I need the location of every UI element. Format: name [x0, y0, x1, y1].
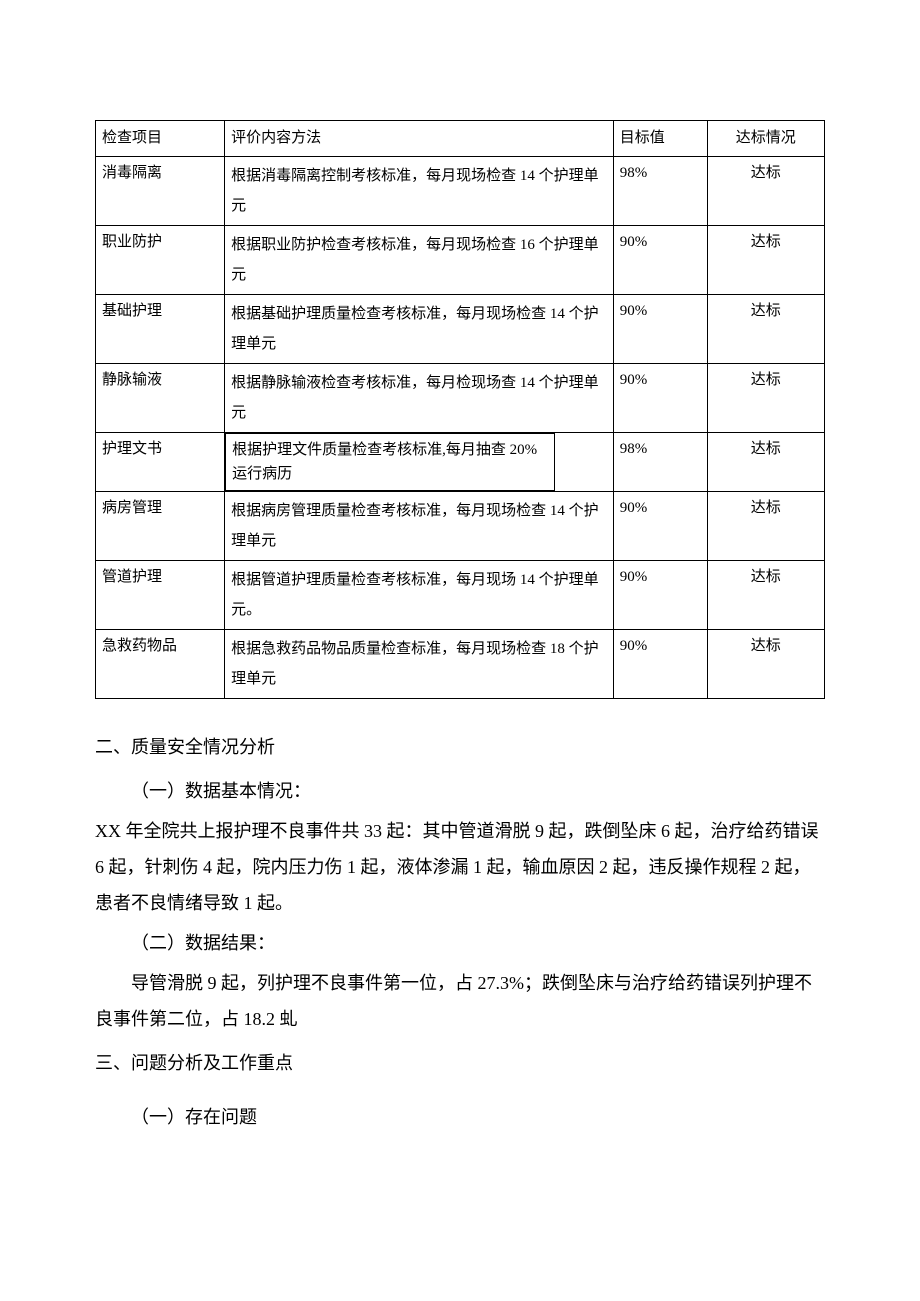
cell-target: 98%	[613, 157, 707, 226]
table-row: 消毒隔离 根据消毒隔离控制考核标准，每月现场检查 14 个护理单元 98% 达标	[96, 157, 825, 226]
cell-status: 达标	[707, 630, 824, 699]
cell-status: 达标	[707, 157, 824, 226]
cell-target: 90%	[613, 561, 707, 630]
table-row: 病房管理 根据病房管理质量检查考核标准，每月现场检查 14 个护理单元 90% …	[96, 492, 825, 561]
section-2-heading: 二、质量安全情况分析	[95, 729, 825, 765]
cell-method-bottom: 根据护理文件质量检查考核标准,每月抽查 20%运行病历	[232, 438, 548, 486]
section-3-1-heading: （一）存在问题	[95, 1099, 825, 1135]
cell-target: 90%	[613, 295, 707, 364]
cell-method: 根据基础护理质量检查考核标准，每月现场检查 14 个护理单元	[225, 295, 614, 364]
header-target: 目标值	[613, 121, 707, 157]
inspection-table: 检查项目 评价内容方法 目标值 达标情况 消毒隔离 根据消毒隔离控制考核标准，每…	[95, 120, 825, 699]
cell-status: 达标	[707, 561, 824, 630]
section-2-1-body: XX 年全院共上报护理不良事件共 33 起：其中管道滑脱 9 起，跌倒坠床 6 …	[95, 813, 825, 921]
cell-status: 达标	[707, 226, 824, 295]
cell-item: 职业防护	[96, 226, 225, 295]
section-2-1-heading: （一）数据基本情况：	[95, 773, 825, 809]
table-row: 静脉输液 根据静脉输液检查考核标准，每月检现场查 14 个护理单元 90% 达标	[96, 364, 825, 433]
cell-target: 90%	[613, 492, 707, 561]
table-row: 职业防护 根据职业防护检查考核标准，每月现场检查 16 个护理单元 90% 达标	[96, 226, 825, 295]
cell-method: 根据病房管理质量检查考核标准，每月现场检查 14 个护理单元	[225, 492, 614, 561]
section-2-2-heading: （二）数据结果：	[95, 925, 825, 961]
header-item: 检查项目	[96, 121, 225, 157]
cell-target: 98%	[613, 433, 707, 492]
cell-target: 90%	[613, 364, 707, 433]
cell-method: 根据急救药品物品质量检查标准，每月现场检查 18 个护理单元	[225, 630, 614, 699]
table-row: 护理文书 根据护理文件质量检查考核标准,每月抽查 20%运行病历 98% 达标	[96, 433, 825, 492]
cell-method: 根据静脉输液检查考核标准，每月检现场查 14 个护理单元	[225, 364, 614, 433]
cell-method: 根据管道护理质量检查考核标准，每月现场 14 个护理单元。	[225, 561, 614, 630]
cell-status: 达标	[707, 492, 824, 561]
cell-item: 消毒隔离	[96, 157, 225, 226]
cell-status: 达标	[707, 364, 824, 433]
table-row: 管道护理 根据管道护理质量检查考核标准，每月现场 14 个护理单元。 90% 达…	[96, 561, 825, 630]
cell-method: 根据护理文件质量检查考核标准,每月抽查 20%运行病历	[225, 433, 555, 491]
header-status: 达标情况	[707, 121, 824, 157]
cell-status: 达标	[707, 433, 824, 492]
cell-method: 根据职业防护检查考核标准，每月现场检查 16 个护理单元	[225, 226, 614, 295]
section-2-2-body: 导管滑脱 9 起，列护理不良事件第一位，占 27.3%；跌倒坠床与治疗给药错误列…	[95, 965, 825, 1037]
table-row: 基础护理 根据基础护理质量检查考核标准，每月现场检查 14 个护理单元 90% …	[96, 295, 825, 364]
cell-item: 基础护理	[96, 295, 225, 364]
cell-target: 90%	[613, 630, 707, 699]
cell-item: 管道护理	[96, 561, 225, 630]
cell-method: 根据消毒隔离控制考核标准，每月现场检查 14 个护理单元	[225, 157, 614, 226]
cell-target: 90%	[613, 226, 707, 295]
cell-item: 静脉输液	[96, 364, 225, 433]
cell-status: 达标	[707, 295, 824, 364]
cell-item: 病房管理	[96, 492, 225, 561]
header-method: 评价内容方法	[225, 121, 614, 157]
table-header-row: 检查项目 评价内容方法 目标值 达标情况	[96, 121, 825, 157]
table-row: 急救药物品 根据急救药品物品质量检查标准，每月现场检查 18 个护理单元 90%…	[96, 630, 825, 699]
cell-item: 护理文书	[96, 433, 225, 492]
section-3-heading: 三、问题分析及工作重点	[95, 1045, 825, 1081]
cell-item: 急救药物品	[96, 630, 225, 699]
